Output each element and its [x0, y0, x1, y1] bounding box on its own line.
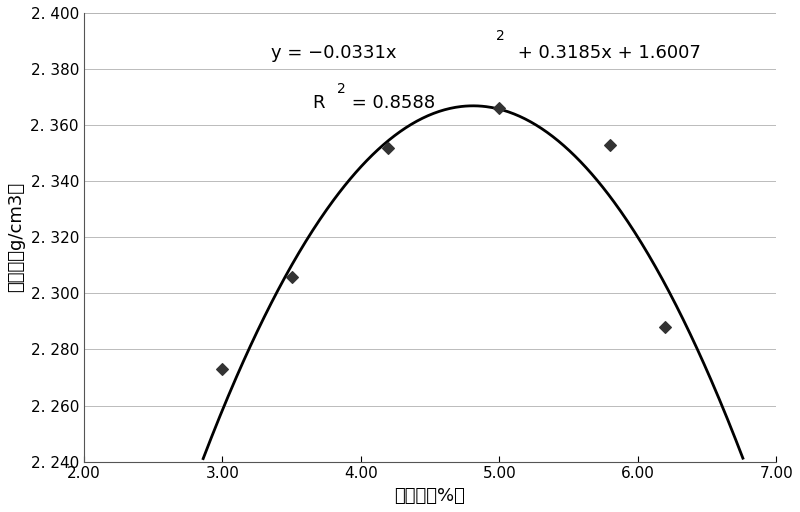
- Text: R: R: [312, 94, 325, 112]
- Point: [216, 365, 229, 373]
- Text: 2: 2: [337, 82, 346, 96]
- Text: y = −0.0331x: y = −0.0331x: [270, 45, 396, 62]
- Text: 2: 2: [496, 29, 505, 42]
- Point: [382, 143, 395, 152]
- Text: = 0.8588: = 0.8588: [346, 94, 434, 112]
- Text: + 0.3185x + 1.6007: + 0.3185x + 1.6007: [512, 45, 701, 62]
- Point: [659, 323, 672, 331]
- Y-axis label: 干密度（g/cm3）: 干密度（g/cm3）: [7, 182, 25, 292]
- Point: [604, 141, 617, 149]
- X-axis label: 含水量（%）: 含水量（%）: [394, 487, 466, 505]
- Point: [285, 272, 298, 281]
- Point: [493, 104, 506, 113]
